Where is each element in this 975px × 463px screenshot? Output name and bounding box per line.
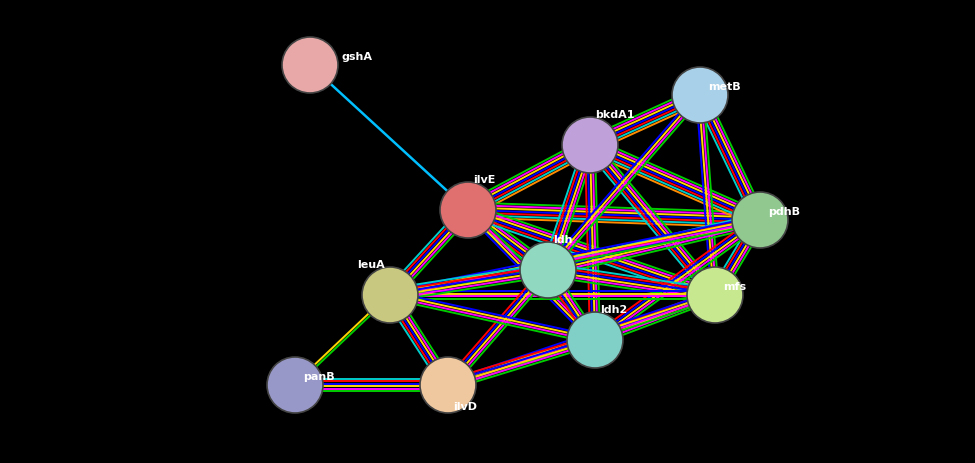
Ellipse shape [440,182,496,238]
Ellipse shape [362,267,418,323]
Ellipse shape [732,192,788,248]
Ellipse shape [520,242,576,298]
Text: pdhB: pdhB [768,207,800,217]
Ellipse shape [672,67,728,123]
Ellipse shape [267,357,323,413]
Text: ilvE: ilvE [473,175,495,185]
Text: metB: metB [708,82,741,92]
Ellipse shape [420,357,476,413]
Text: ldh: ldh [553,235,572,245]
Text: mfs: mfs [723,282,746,292]
Text: gshA: gshA [342,52,373,62]
Text: ldh2: ldh2 [600,305,627,315]
Text: leuA: leuA [357,260,385,270]
Text: bkdA1: bkdA1 [595,110,635,120]
Ellipse shape [687,267,743,323]
Ellipse shape [282,37,338,93]
Ellipse shape [567,312,623,368]
Ellipse shape [562,117,618,173]
Text: panB: panB [303,372,334,382]
Text: ilvD: ilvD [453,402,477,412]
